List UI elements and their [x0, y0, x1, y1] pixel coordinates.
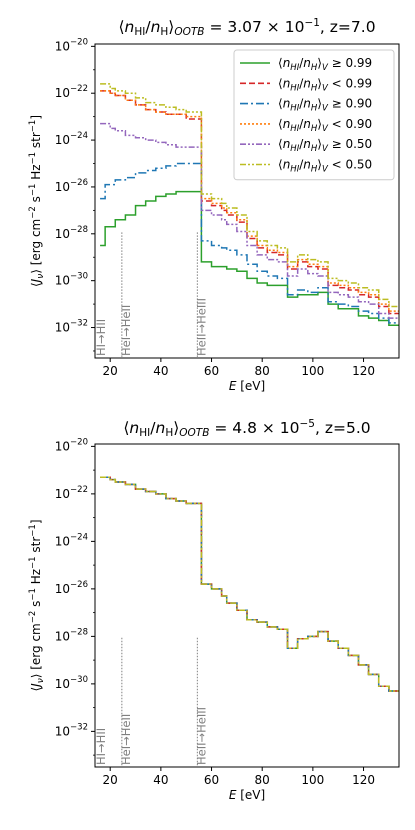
x-tick-label: 80: [255, 773, 270, 787]
y-tick-label: 10−30: [55, 675, 88, 691]
x-tick-label: 80: [255, 364, 270, 378]
legend-box: [233, 49, 395, 181]
chart-2: ⟨nHI/nH⟩OOTB = 4.8 × 10−5, z=5.0 HI→HII He…: [28, 418, 400, 802]
edge-label: HeII→HeIII: [194, 707, 208, 765]
y-tick-label: 10−28: [55, 627, 88, 643]
series-line: [100, 476, 399, 692]
y-tick-label: 10−20: [55, 437, 88, 453]
plot-frame: [94, 43, 400, 359]
x-tick-label: 60: [204, 364, 219, 378]
x-tick-label: 20: [103, 364, 118, 378]
edge-label: HI→HII: [94, 728, 108, 765]
legend-label: ⟨nHI/nH⟩V ≥ 0.50: [278, 137, 372, 154]
series-line: [100, 476, 399, 692]
y-tick-label: 10−22: [55, 84, 88, 100]
y-axis-label: ⟨Jν⟩ [erg cm−2 s−1 Hz−1 str−1]: [28, 519, 46, 691]
y-tick-label: 10−30: [55, 272, 88, 288]
series-line: [100, 83, 399, 308]
y-tick-label: 10−26: [55, 580, 88, 596]
legend-label: ⟨nHI/nH⟩V ≥ 0.90: [278, 97, 372, 114]
series-line: [100, 476, 399, 692]
series-line: [100, 122, 399, 319]
chart-title: ⟨nHI/nH⟩OOTB = 4.8 × 10−5, z=5.0: [123, 418, 370, 439]
legend-label: ⟨nHI/nH⟩V < 0.90: [278, 117, 372, 134]
y-tick-label: 10−24: [55, 131, 88, 147]
legend-label: ⟨nHI/nH⟩V < 0.50: [278, 158, 372, 175]
legend: ⟨nHI/nH⟩V ≥ 0.99 ⟨nHI/nH⟩V < 0.99 ⟨nHI/nH⟩…: [233, 49, 395, 181]
plot-frame: [94, 443, 400, 768]
series-line: [100, 476, 399, 692]
series-line: [100, 190, 399, 326]
series-line: [100, 476, 399, 692]
edge-label: HeI→HeII: [119, 714, 133, 765]
y-tick-label: 10−32: [55, 319, 88, 335]
chart-1: ⟨nHI/nH⟩OOTB = 3.07 × 10−1, z=7.0 HI→HII H…: [28, 17, 400, 393]
x-axis-label: E [eV]: [229, 788, 265, 802]
x-tick-label: 100: [301, 364, 324, 378]
x-tick-label: 20: [103, 773, 118, 787]
edge-label: HI→HII: [94, 319, 108, 356]
chart-title: ⟨nHI/nH⟩OOTB = 3.07 × 10−1, z=7.0: [118, 17, 375, 38]
y-tick-label: 10−20: [55, 37, 88, 53]
edge-label: HeI→HeII: [119, 305, 133, 356]
series-line: [100, 162, 399, 324]
x-tick-label: 100: [301, 773, 324, 787]
y-tick-label: 10−28: [55, 225, 88, 241]
y-axis-label: ⟨Jν⟩ [erg cm−2 s−1 Hz−1 str−1]: [28, 115, 46, 287]
series-line: [100, 90, 399, 312]
edge-label: HeII→HeIII: [194, 298, 208, 356]
y-tick-label: 10−26: [55, 178, 88, 194]
x-axis-label: E [eV]: [229, 379, 265, 393]
series-line: [100, 476, 399, 692]
legend-label: ⟨nHI/nH⟩V ≥ 0.99: [278, 56, 372, 73]
x-tick-label: 40: [153, 364, 168, 378]
x-tick-label: 40: [153, 773, 168, 787]
x-tick-label: 60: [204, 773, 219, 787]
y-tick-label: 10−22: [55, 485, 88, 501]
x-tick-label: 120: [352, 364, 375, 378]
y-tick-label: 10−24: [55, 532, 88, 548]
series-line: [100, 90, 399, 315]
legend-label: ⟨nHI/nH⟩V < 0.99: [278, 76, 372, 93]
x-tick-label: 120: [352, 773, 375, 787]
y-tick-label: 10−32: [55, 722, 88, 738]
